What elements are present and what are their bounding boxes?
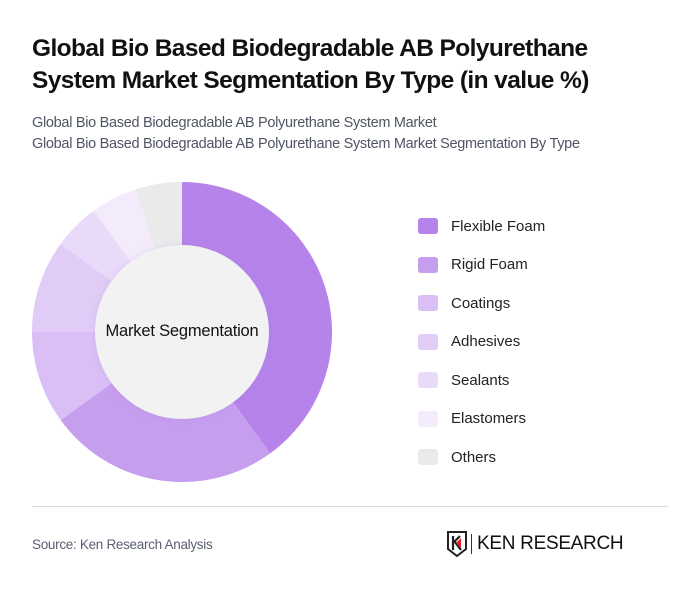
legend-item-elastomers[interactable]: Elastomers <box>418 400 545 439</box>
ken-research-logo-icon <box>447 531 467 557</box>
legend-label: Rigid Foam <box>451 256 528 274</box>
legend-swatch <box>418 295 438 312</box>
chart-subtitle: Global Bio Based Biodegradable AB Polyur… <box>32 113 580 155</box>
footer-divider <box>32 506 668 507</box>
ken-research-logo: KEN RESEARCH <box>447 531 624 557</box>
legend-swatch <box>418 372 438 389</box>
logo-text: KEN RESEARCH <box>477 533 624 554</box>
legend-label: Adhesives <box>451 333 521 351</box>
legend-item-rigid-foam[interactable]: Rigid Foam <box>418 246 545 285</box>
legend-item-others[interactable]: Others <box>418 438 545 477</box>
legend-label: Others <box>451 448 497 466</box>
legend-swatch <box>418 410 438 427</box>
subtitle-line-2: Global Bio Based Biodegradable AB Polyur… <box>32 136 580 152</box>
legend-swatch <box>418 449 438 466</box>
legend-label: Flexible Foam <box>451 217 546 235</box>
chart-title: Global Bio Based Biodegradable AB Polyur… <box>32 35 589 94</box>
legend-label: Coatings <box>451 294 511 312</box>
donut-hole <box>95 245 269 419</box>
legend-swatch <box>418 218 438 235</box>
subtitle-line-1: Global Bio Based Biodegradable AB Polyur… <box>32 115 437 131</box>
legend-label: Elastomers <box>451 410 527 428</box>
legend-item-sealants[interactable]: Sealants <box>418 361 545 400</box>
legend-item-coatings[interactable]: Coatings <box>418 284 545 323</box>
logo-separator <box>471 534 472 554</box>
legend-swatch <box>418 333 438 350</box>
source-note: Source: Ken Research Analysis <box>32 537 213 552</box>
donut-center-label: Market Segmentation <box>105 322 259 340</box>
legend-label: Sealants <box>451 371 510 389</box>
chart-legend: Flexible Foam Rigid Foam Coatings Adhesi… <box>418 207 545 477</box>
legend-item-adhesives[interactable]: Adhesives <box>418 323 545 362</box>
legend-item-flexible-foam[interactable]: Flexible Foam <box>418 207 545 246</box>
donut-chart <box>32 182 332 482</box>
legend-swatch <box>418 256 438 273</box>
